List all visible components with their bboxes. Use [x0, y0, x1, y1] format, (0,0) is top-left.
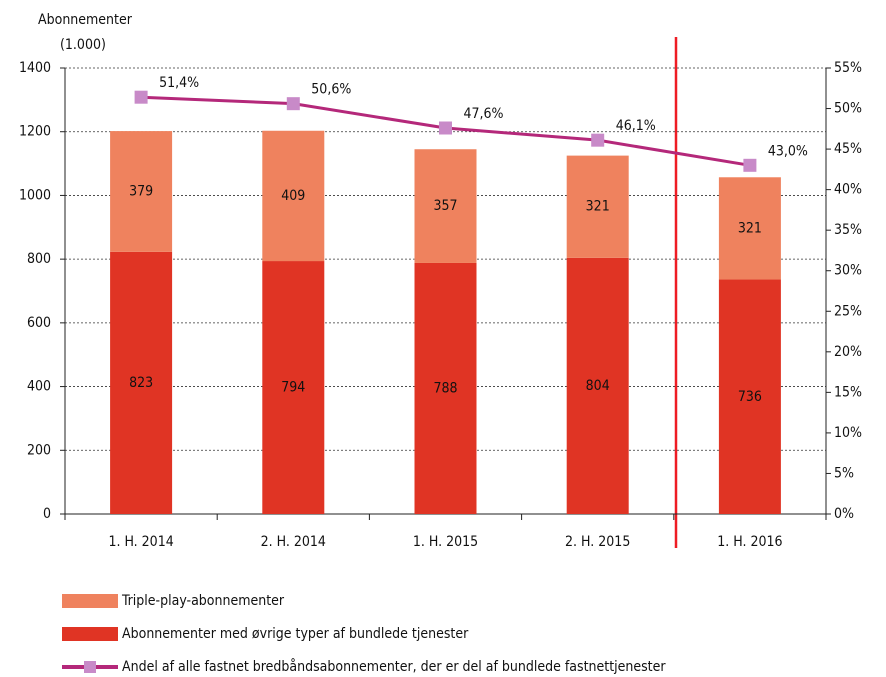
x-tick-label: 1. H. 2014 — [108, 534, 173, 550]
line-label: 47,6% — [464, 106, 504, 122]
bar — [110, 251, 173, 514]
line-label: 43,0% — [768, 143, 808, 159]
bar-label: 788 — [433, 380, 457, 396]
line-marker — [743, 158, 757, 172]
y-tick-label: 1000 — [19, 187, 51, 203]
y-tick-label: 0 — [43, 506, 51, 522]
y2-tick-label: 0% — [834, 506, 854, 522]
y2-tick-label: 15% — [834, 384, 862, 400]
bar — [718, 177, 781, 280]
legend-swatch — [62, 627, 118, 641]
y2-tick-label: 35% — [834, 222, 862, 238]
bar-label: 321 — [738, 220, 762, 236]
bar-label: 357 — [433, 198, 457, 214]
line-marker — [134, 90, 148, 104]
line-label: 50,6% — [311, 82, 351, 98]
bar-label: 794 — [281, 380, 305, 396]
bar — [414, 262, 477, 514]
line-marker — [286, 97, 300, 111]
x-tick-label: 1. H. 2015 — [413, 534, 478, 550]
y-tick-label: 1200 — [19, 124, 51, 140]
y2-tick-label: 20% — [834, 344, 862, 360]
y2-tick-label: 5% — [834, 465, 854, 481]
bar — [262, 261, 325, 514]
bar — [262, 130, 325, 262]
bar-label: 804 — [586, 378, 610, 394]
line-marker — [439, 121, 452, 135]
x-tick-label: 2. H. 2015 — [565, 534, 630, 550]
y-axis-unit: (1.000) — [60, 37, 106, 53]
y2-tick-label: 50% — [834, 101, 862, 117]
legend-label: Andel af alle fastnet bredbåndsabonnemen… — [122, 658, 666, 675]
line-label: 51,4% — [159, 75, 199, 91]
bar-label: 823 — [129, 375, 153, 391]
y2-tick-label: 25% — [834, 303, 862, 319]
x-tick-label: 2. H. 2014 — [261, 534, 326, 550]
y-tick-label: 800 — [27, 251, 51, 267]
legend-label: Abonnementer med øvrige typer af bundled… — [122, 626, 469, 642]
legend-swatch — [62, 594, 118, 608]
y-axis-label: Abonnementer — [38, 12, 133, 28]
y2-tick-label: 45% — [834, 141, 862, 157]
bar-label: 379 — [129, 183, 153, 199]
x-tick-label: 1. H. 2016 — [717, 534, 782, 550]
bar — [566, 155, 629, 258]
bar-label: 736 — [738, 389, 762, 405]
y2-tick-label: 55% — [834, 60, 862, 76]
legend-swatch — [84, 661, 96, 673]
y-tick-label: 600 — [27, 315, 51, 331]
y2-tick-label: 30% — [834, 263, 862, 279]
y-tick-label: 400 — [27, 379, 51, 395]
bar — [414, 149, 477, 263]
bar — [110, 131, 173, 252]
bar-label: 321 — [586, 199, 610, 215]
y-tick-label: 1400 — [19, 60, 51, 76]
bar — [718, 279, 781, 514]
y2-tick-label: 40% — [834, 182, 862, 198]
legend-label: Triple-play-abonnementer — [121, 593, 285, 609]
bar — [566, 257, 629, 514]
y2-tick-label: 10% — [834, 425, 862, 441]
line-label: 46,1% — [616, 118, 656, 134]
bar-label: 409 — [281, 188, 305, 204]
y-tick-label: 200 — [27, 442, 51, 458]
line-marker — [591, 133, 605, 147]
